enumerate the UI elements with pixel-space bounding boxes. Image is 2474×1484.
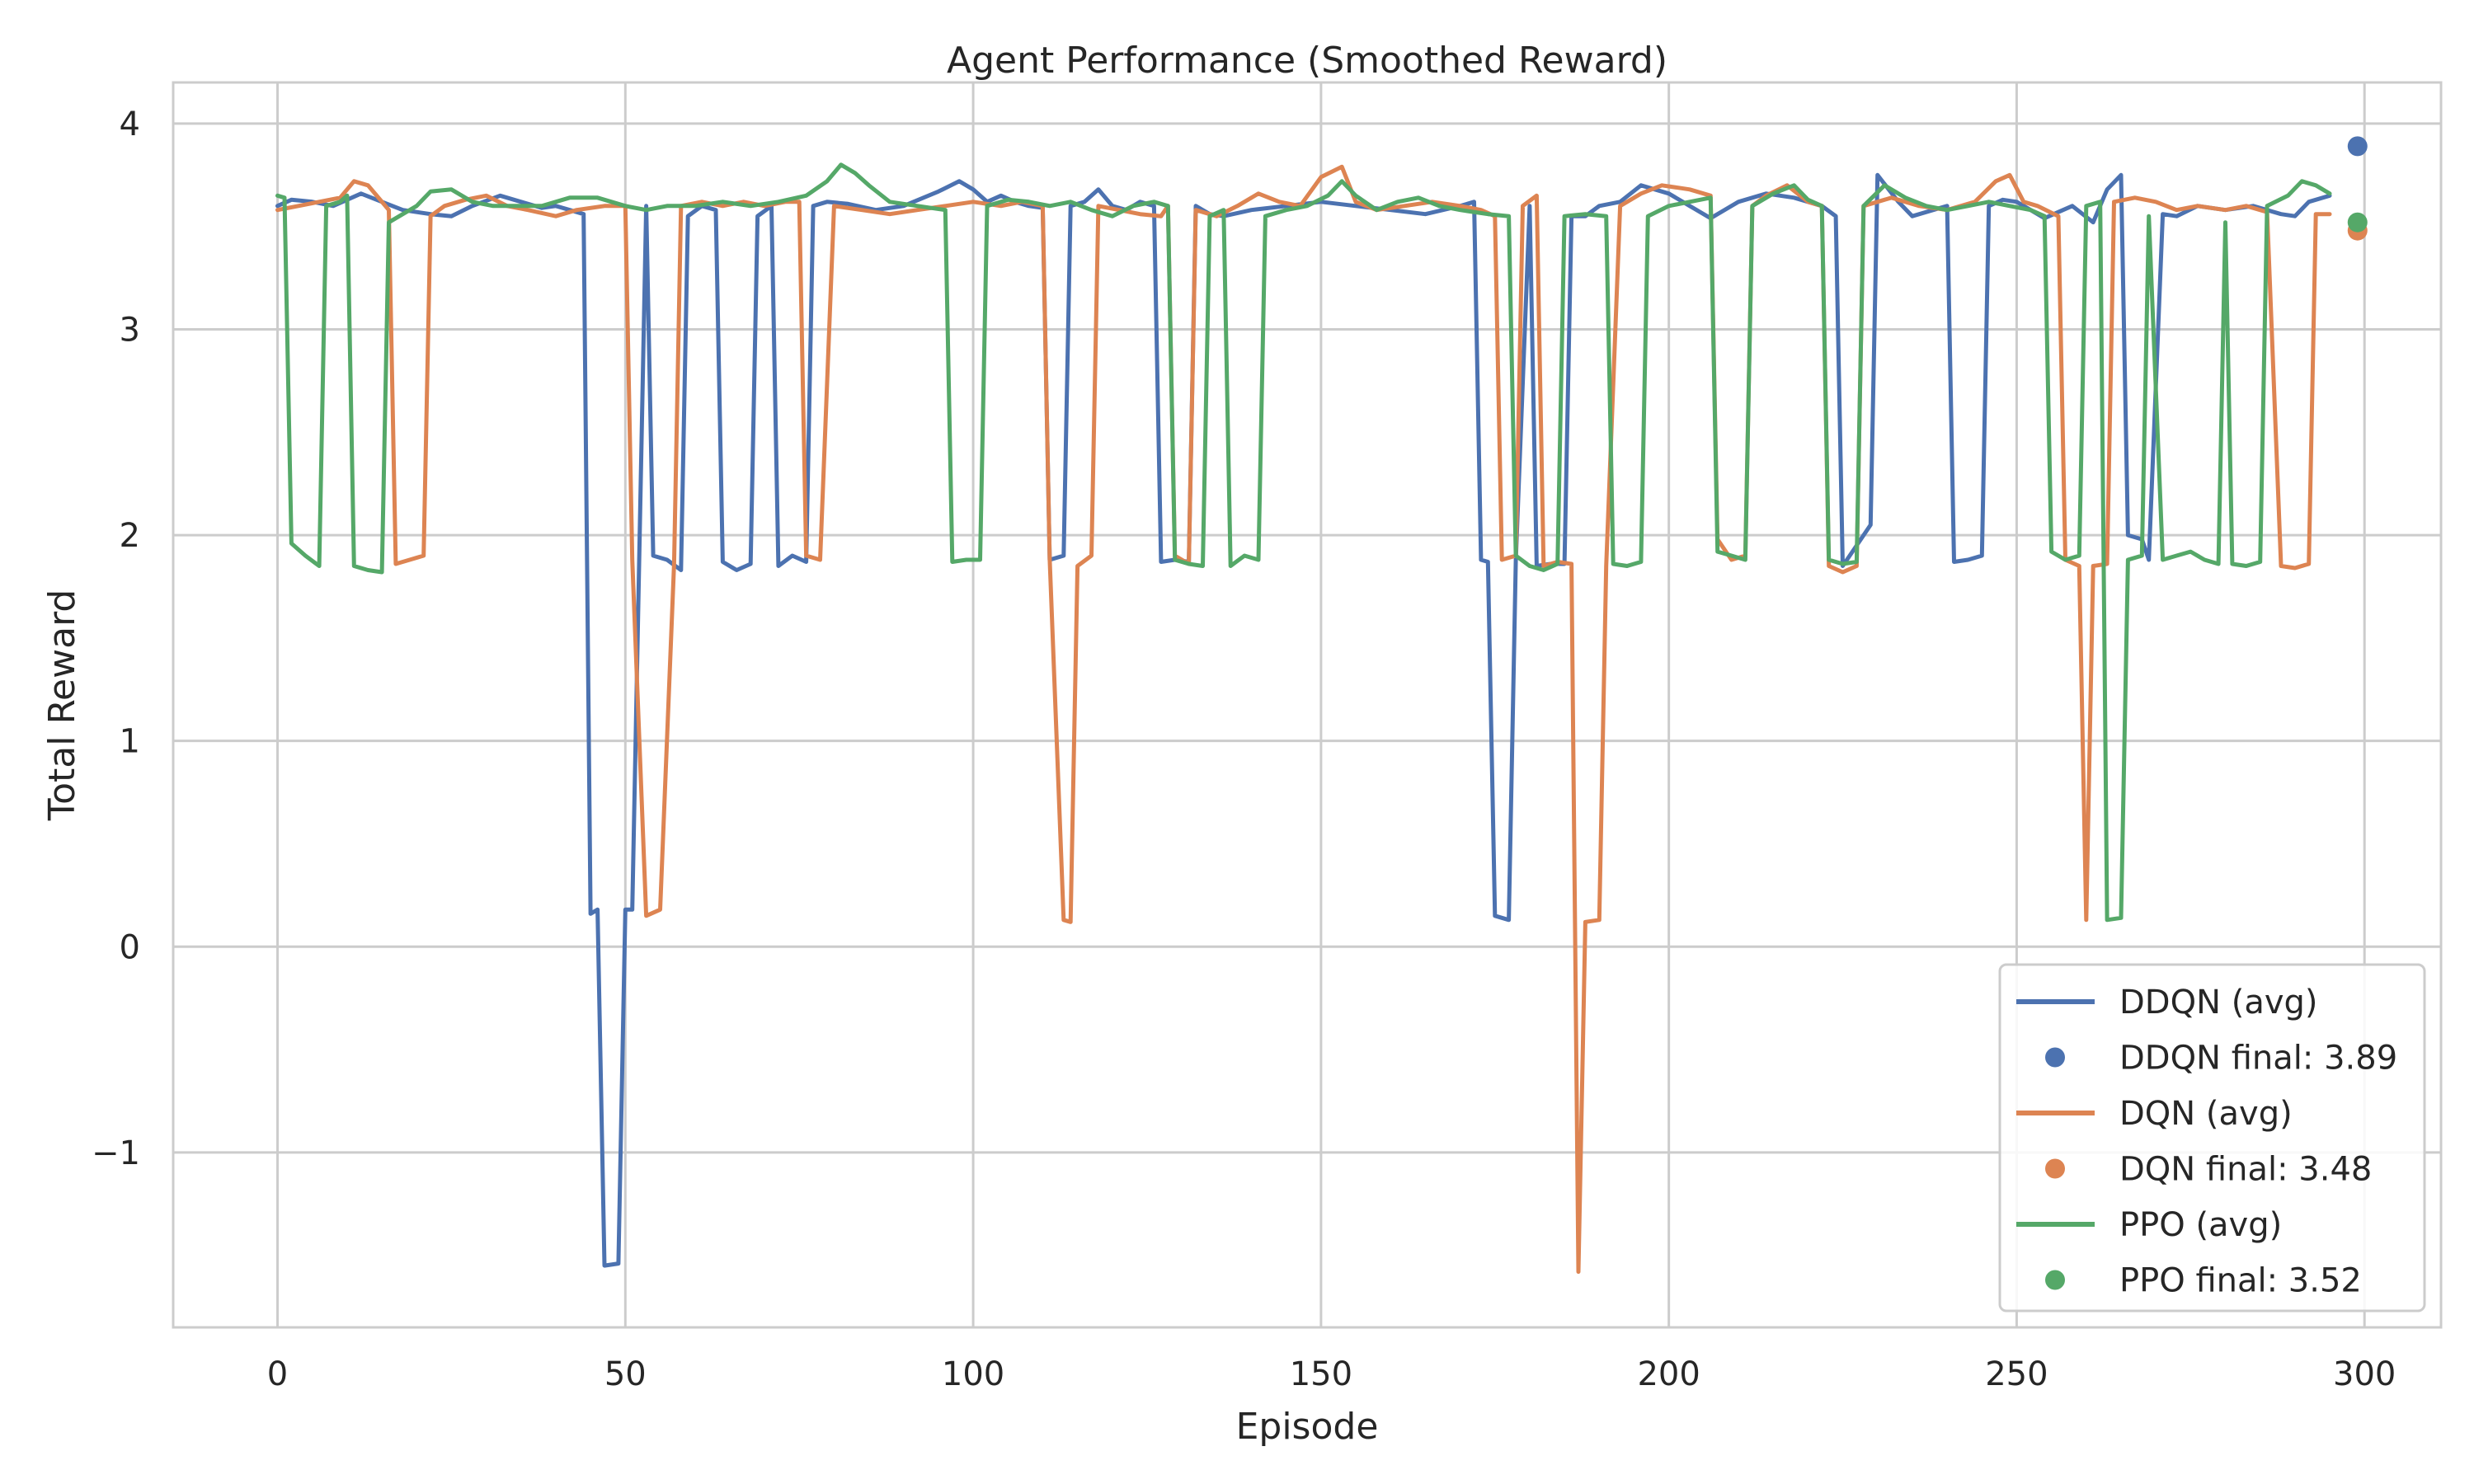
legend-entry-label: DDQN (avg) [2119,984,2318,1021]
legend-dot-swatch [2045,1270,2065,1290]
legend-entry-label: DQN (avg) [2119,1095,2293,1133]
legend-box [1998,963,2426,1313]
y-tick-label: 1 [120,723,140,761]
y-tick-label: 0 [120,928,140,966]
series-layer [275,162,2332,1275]
y-axis-label: Total Reward [41,589,83,822]
y-tick-label: 4 [120,106,140,143]
legend-entry-label: PPO (avg) [2119,1206,2282,1244]
x-tick-label: 300 [2333,1355,2396,1393]
x-tick-label: 200 [1637,1355,1700,1393]
x-tick-label: 150 [1290,1355,1352,1393]
series-line [275,164,2332,1275]
legend-entry-label: DQN final: 3.48 [2119,1151,2372,1189]
final-point [2347,136,2368,157]
y-tick-label: 2 [120,517,140,555]
x-tick-label: 250 [1985,1355,2048,1393]
y-tick-label: −1 [92,1134,140,1172]
x-axis-label: Episode [1236,1406,1379,1448]
legend: DDQN (avg) DDQN final: 3.89 DQN (avg) DQN f… [1998,963,2426,1313]
x-tick-label: 100 [942,1355,1004,1393]
legend-dot-swatch [2045,1047,2065,1068]
y-tick-label: 3 [120,312,140,350]
legend-entry-label: PPO final: 3.52 [2119,1262,2362,1300]
x-tick-label: 0 [267,1355,288,1393]
final-point [2347,212,2368,232]
chart-title: Agent Performance (Smoothed Reward) [947,40,1667,82]
legend-entry-label: DDQN final: 3.89 [2119,1040,2397,1078]
plot-frame [172,81,2443,1329]
series-line [275,162,2332,923]
final-points-layer [2347,136,2368,241]
legend-dot-swatch [2045,1158,2065,1179]
x-tick-label: 50 [604,1355,647,1393]
tick-labels: 0 50 100 150 200 250 300 −1 0 1 2 3 4 [92,106,2396,1393]
